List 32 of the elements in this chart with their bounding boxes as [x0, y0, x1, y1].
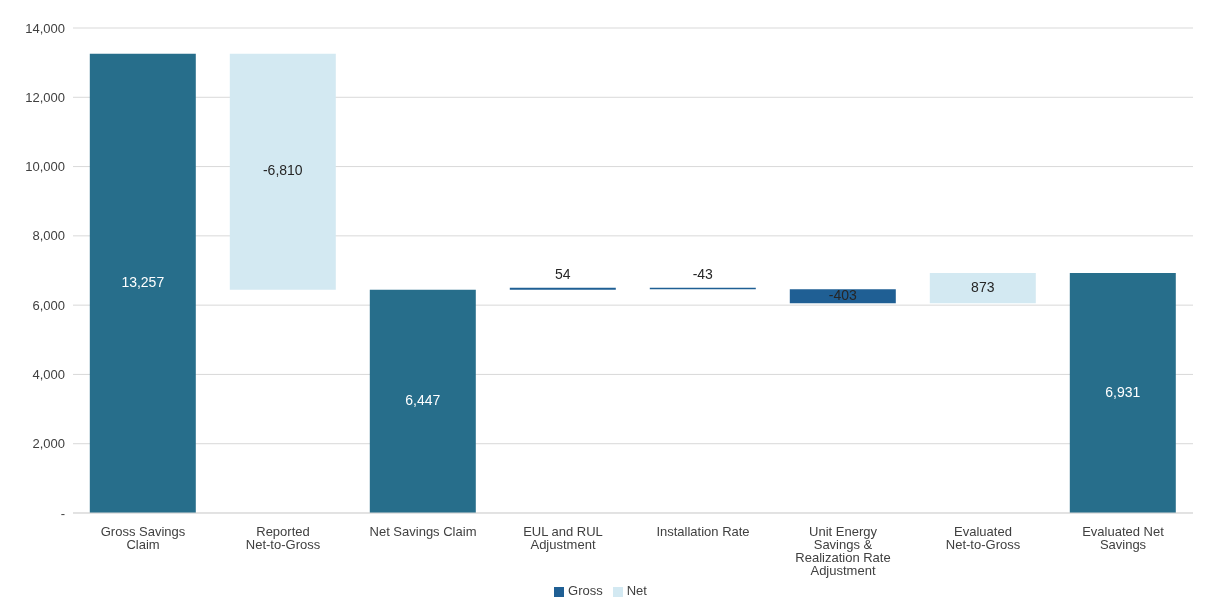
- data-label: -403: [828, 286, 858, 303]
- x-tick-label: Reported Net-to-Gross: [245, 524, 321, 553]
- x-tick-label: EUL and RUL Adjustment: [523, 524, 603, 553]
- data-label: -43: [692, 266, 714, 283]
- bar: [229, 53, 336, 290]
- data-label: 54: [555, 266, 571, 283]
- data-label: 6,931: [1105, 383, 1141, 400]
- bar: [1069, 272, 1176, 513]
- x-tick-label: Unit Energy Savings & Realization Rate Adjustment: [795, 524, 891, 579]
- bar: [929, 272, 1036, 304]
- y-tick-label: 10,000: [25, 159, 65, 175]
- x-tick-label: Gross Savings Claim: [100, 524, 186, 553]
- bar: [369, 289, 476, 513]
- x-tick-label: Evaluated Net Savings: [1082, 524, 1165, 553]
- legend-label: Gross: [568, 583, 603, 598]
- y-tick-label: 6,000: [32, 297, 65, 313]
- data-label: 13,257: [121, 274, 165, 291]
- bar: [789, 289, 896, 304]
- x-tick-label: Installation Rate: [656, 524, 750, 540]
- x-tick-label: Net Savings Claim: [369, 524, 477, 540]
- legend-label: Net: [626, 583, 647, 598]
- data-label: 873: [971, 278, 995, 295]
- y-tick-label: 2,000: [32, 436, 65, 452]
- data-label: 6,447: [405, 392, 441, 409]
- x-tick-label: Evaluated Net-to-Gross: [945, 524, 1021, 553]
- y-tick-label: 14,000: [25, 20, 65, 36]
- y-tick-label: 12,000: [25, 89, 65, 105]
- y-tick-label: 4,000: [32, 367, 65, 383]
- y-tick-label: 8,000: [32, 228, 65, 244]
- data-label: -6,810: [262, 162, 303, 179]
- bar: [89, 53, 196, 513]
- y-tick-label: -: [60, 505, 65, 521]
